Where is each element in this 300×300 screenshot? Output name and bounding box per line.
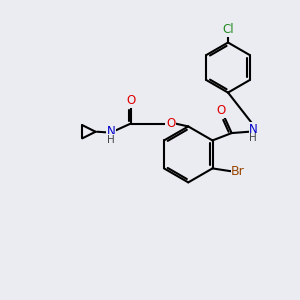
Text: H: H: [249, 133, 257, 143]
Text: N: N: [249, 123, 258, 136]
Text: O: O: [217, 104, 226, 118]
Text: Cl: Cl: [222, 23, 234, 36]
Text: N: N: [107, 125, 116, 138]
Text: O: O: [126, 94, 136, 107]
Text: H: H: [107, 135, 115, 145]
Text: O: O: [166, 117, 175, 130]
Text: Br: Br: [231, 165, 245, 178]
